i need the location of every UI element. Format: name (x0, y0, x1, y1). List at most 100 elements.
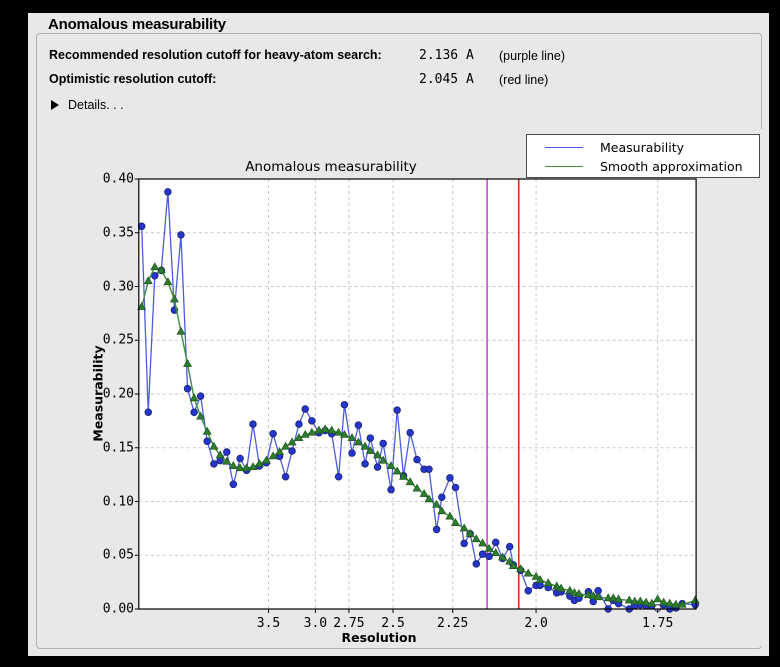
measurability-point (451, 483, 460, 492)
x-tick-label: 2.0 (524, 616, 548, 631)
smooth-approximation-point (593, 592, 603, 601)
smooth-approximation-point (300, 429, 310, 438)
smooth-approximation-point (635, 596, 645, 605)
measurability-point (446, 474, 454, 482)
legend: Measurability Smooth approximation (526, 134, 760, 178)
measurability-point (485, 552, 493, 561)
recommended-cutoff-label: Recommended resolution cutoff for heavy-… (49, 48, 382, 62)
smooth-approximation-point (399, 471, 409, 480)
smooth-approximation-point (659, 597, 669, 606)
smooth-approximation-point (583, 590, 593, 598)
measurability-point (281, 473, 290, 481)
details-label: Details. . . (68, 98, 124, 112)
chart-title: Anomalous measurability (245, 159, 417, 175)
smooth-approximation-point (565, 585, 575, 594)
measurability-point (164, 188, 172, 196)
smooth-approximation-point (445, 511, 455, 520)
measurability-point (354, 421, 363, 429)
smooth-approximation-point (459, 523, 469, 532)
smooth-approximation-point (498, 552, 508, 561)
measurability-point (144, 408, 152, 417)
legend-label-smooth: Smooth approximation (600, 158, 743, 174)
smooth-approximation-point (268, 451, 278, 460)
smooth-approximation-point (478, 538, 488, 547)
measurability-point (524, 586, 532, 595)
y-tick-label: 0.15 (102, 440, 134, 456)
measurability-line-sample (545, 146, 583, 148)
measurability-point (505, 542, 514, 551)
smooth-approximation-point (624, 595, 634, 604)
smooth-approximation-point (320, 424, 330, 433)
measurability-point (177, 231, 185, 239)
x-tick-label: 3.0 (303, 616, 328, 631)
smooth-approximation-point (353, 437, 363, 446)
smooth-approximation-point (169, 294, 179, 303)
recommended-cutoff-note: (purple line) (499, 49, 566, 63)
measurability-point (229, 480, 238, 489)
measurability-point (249, 420, 257, 428)
smooth-approximation-point (347, 433, 357, 442)
legend-label-measurability: Measurability (600, 139, 685, 155)
smooth-approximation-point (150, 262, 160, 271)
smooth-approximation-point (275, 447, 285, 455)
results-groupbox: Recommended resolution cutoff for heavy-… (36, 33, 766, 649)
smooth-approximation-point (365, 446, 375, 454)
smooth-approximation-point (556, 583, 566, 592)
x-axis-label: Resolution (341, 630, 417, 645)
measurability-point (472, 560, 481, 568)
measurability-point (288, 447, 296, 455)
smooth-approximation-point (189, 393, 199, 402)
smooth-approximation-point (163, 277, 173, 286)
smooth-approximation-point (228, 461, 238, 469)
measurability-point (295, 420, 303, 428)
panel-title: Anomalous measurability (48, 16, 226, 33)
recommended-cutoff-row: Recommended resolution cutoff for heavy-… (49, 48, 565, 63)
measurability-point (301, 405, 309, 413)
smooth-approximation-point (405, 477, 415, 486)
disclosure-triangle-icon (51, 100, 59, 110)
smooth-approximation-point (334, 427, 344, 436)
smooth-approximation-point (281, 441, 291, 450)
measurability-point (308, 417, 316, 425)
x-tick-label: 3.5 (256, 616, 281, 631)
smooth-approximation-point (671, 599, 681, 608)
smooth-approximation-point (647, 598, 657, 607)
details-disclosure[interactable]: Details. . . (51, 98, 124, 112)
smooth-approximation-point (465, 528, 475, 537)
optimistic-cutoff-label: Optimistic resolution cutoff: (49, 72, 217, 86)
measurability-point (406, 428, 414, 437)
smooth-approximation-point (222, 456, 232, 465)
measurability-point (491, 538, 500, 547)
smooth-approximation-point (665, 598, 675, 607)
smooth-approximation-point (314, 425, 324, 434)
y-tick-label: 0.25 (102, 332, 134, 348)
smooth-approximation-point (339, 429, 349, 438)
measurability-point (393, 406, 401, 414)
y-tick-label: 0.30 (102, 279, 134, 294)
smooth-approximation-point (209, 441, 219, 450)
measurability-point (478, 550, 487, 558)
measurability-point (190, 408, 198, 417)
smooth-approximation-point (614, 594, 624, 603)
measurability-point (183, 384, 192, 393)
smooth-approximation-point (471, 534, 481, 543)
measurability-point (361, 460, 369, 468)
smooth-approximation-point (137, 302, 147, 310)
y-tick-label: 0.35 (102, 225, 134, 241)
smooth-approximation-point (287, 437, 297, 446)
optimistic-cutoff-value: 2.045 A (419, 72, 474, 87)
smooth-approximation-point (412, 483, 422, 492)
x-tick-label: 2.75 (333, 616, 365, 631)
smooth-approximation-point (307, 427, 317, 436)
measurability-point (203, 437, 211, 446)
smooth-approximation-point (641, 597, 651, 606)
smooth-approximation-point (690, 595, 700, 604)
x-tick-label: 2.25 (437, 616, 469, 631)
y-tick-label: 0.20 (102, 386, 134, 402)
smooth-approximation-point (535, 575, 545, 583)
smooth-approximation-point (360, 441, 370, 450)
smooth-approximation-point (484, 543, 494, 552)
smooth-approximation-point (552, 581, 562, 590)
smooth-approximation-point (451, 518, 461, 526)
smooth-approximation-point (327, 425, 337, 434)
